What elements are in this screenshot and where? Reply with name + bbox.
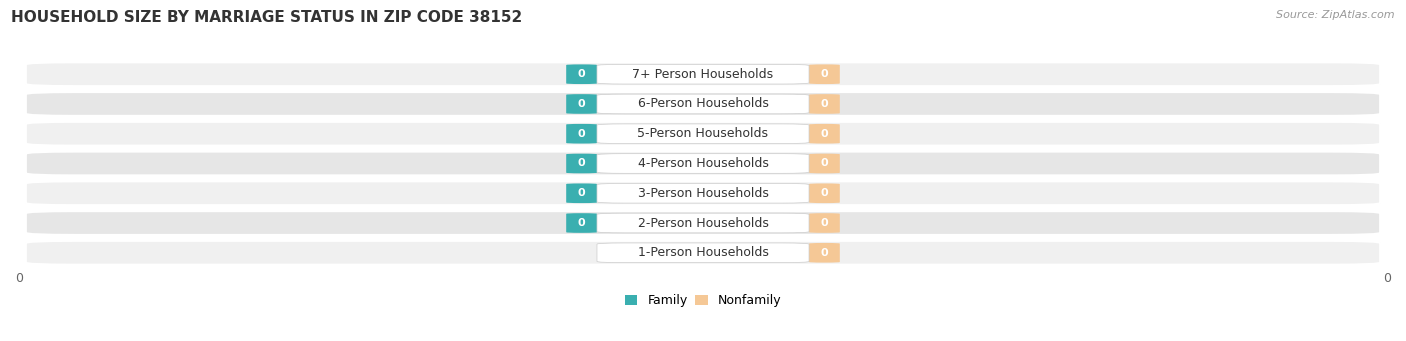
FancyBboxPatch shape	[808, 154, 839, 173]
Legend: Family, Nonfamily: Family, Nonfamily	[624, 294, 782, 307]
Text: 0: 0	[821, 159, 828, 168]
FancyBboxPatch shape	[567, 213, 598, 233]
Text: 0: 0	[821, 188, 828, 198]
Text: 0: 0	[578, 188, 585, 198]
Text: 1-Person Households: 1-Person Households	[637, 246, 769, 259]
Text: HOUSEHOLD SIZE BY MARRIAGE STATUS IN ZIP CODE 38152: HOUSEHOLD SIZE BY MARRIAGE STATUS IN ZIP…	[11, 10, 523, 25]
FancyBboxPatch shape	[25, 92, 1381, 116]
FancyBboxPatch shape	[598, 124, 808, 144]
FancyBboxPatch shape	[808, 243, 839, 263]
Text: 0: 0	[821, 99, 828, 109]
Text: 0: 0	[578, 218, 585, 228]
Text: 0: 0	[578, 69, 585, 79]
FancyBboxPatch shape	[808, 183, 839, 203]
FancyBboxPatch shape	[598, 64, 808, 84]
FancyBboxPatch shape	[567, 124, 598, 144]
Text: 4-Person Households: 4-Person Households	[637, 157, 769, 170]
FancyBboxPatch shape	[25, 241, 1381, 265]
FancyBboxPatch shape	[598, 183, 808, 203]
Text: Source: ZipAtlas.com: Source: ZipAtlas.com	[1277, 10, 1395, 20]
FancyBboxPatch shape	[25, 211, 1381, 235]
FancyBboxPatch shape	[598, 154, 808, 173]
FancyBboxPatch shape	[25, 152, 1381, 175]
FancyBboxPatch shape	[567, 183, 598, 203]
Text: 7+ Person Households: 7+ Person Households	[633, 68, 773, 81]
Text: 0: 0	[578, 129, 585, 139]
Text: 2-Person Households: 2-Person Households	[637, 217, 769, 229]
FancyBboxPatch shape	[25, 181, 1381, 205]
Text: 0: 0	[821, 218, 828, 228]
FancyBboxPatch shape	[808, 94, 839, 114]
Text: 0: 0	[578, 159, 585, 168]
Text: 0: 0	[821, 69, 828, 79]
FancyBboxPatch shape	[567, 64, 598, 84]
FancyBboxPatch shape	[598, 94, 808, 114]
FancyBboxPatch shape	[808, 64, 839, 84]
Text: 6-Person Households: 6-Person Households	[637, 98, 769, 110]
FancyBboxPatch shape	[25, 62, 1381, 86]
Text: 0: 0	[578, 99, 585, 109]
FancyBboxPatch shape	[808, 124, 839, 144]
Text: 0: 0	[821, 248, 828, 258]
FancyBboxPatch shape	[598, 213, 808, 233]
Text: 3-Person Households: 3-Person Households	[637, 187, 769, 200]
Text: 0: 0	[821, 129, 828, 139]
FancyBboxPatch shape	[567, 154, 598, 173]
FancyBboxPatch shape	[567, 94, 598, 114]
FancyBboxPatch shape	[598, 243, 808, 263]
Text: 5-Person Households: 5-Person Households	[637, 127, 769, 140]
FancyBboxPatch shape	[808, 213, 839, 233]
FancyBboxPatch shape	[25, 122, 1381, 146]
